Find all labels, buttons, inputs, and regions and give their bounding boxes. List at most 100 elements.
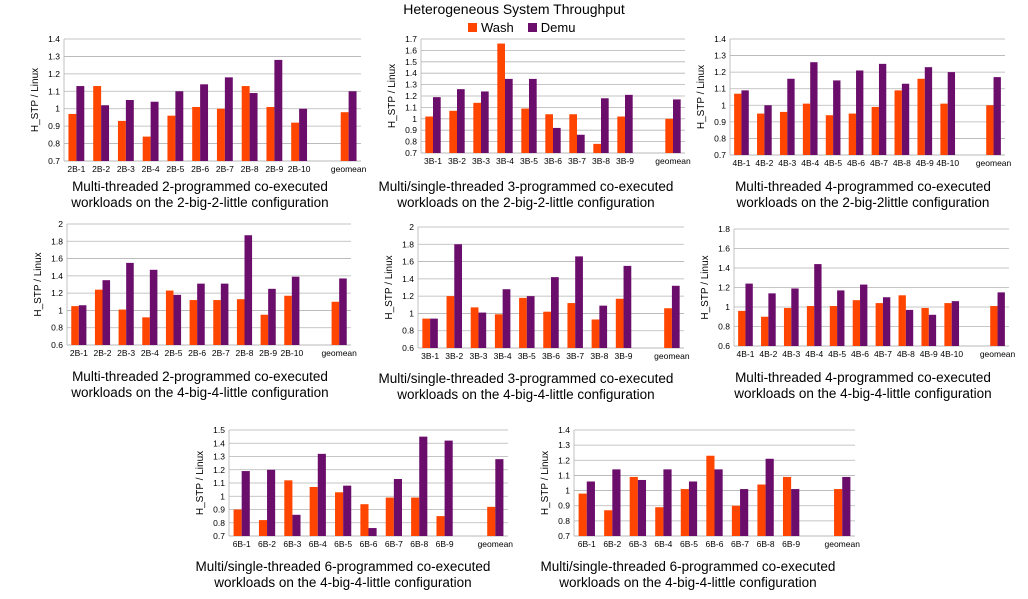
plot-area-1: 0.7 0.8 0.9 1 1.1 1.2 1.3 1.4 H_STP / Linux 2B-1 2… xyxy=(30,34,367,174)
bar-demu-6B-4 xyxy=(663,469,672,536)
chart-caption-6: Multi-threaded 4-programmed co-executed … xyxy=(734,370,992,401)
bar-wash-2B-8 xyxy=(236,299,245,345)
y-tick-label: 1.2 xyxy=(714,67,726,77)
y-axis-label: H_STP / Linux xyxy=(540,451,551,515)
x-tick-label: 6B-8 xyxy=(757,539,775,549)
bar-wash-2B-3 xyxy=(117,120,126,161)
bar-demu-2B-9 xyxy=(268,288,276,345)
y-tick-label: 1.2 xyxy=(558,455,570,465)
y-tick-label: 1.8 xyxy=(718,224,730,234)
chart-caption-7: Multi/single-threaded 6-programmed co-ex… xyxy=(195,559,491,590)
bar-demu-3B-8 xyxy=(599,305,608,348)
bar-wash-3B-9 xyxy=(617,116,625,153)
bar-demu-6B-9 xyxy=(444,440,453,536)
bar-wash-2B-1 xyxy=(71,306,79,345)
bar-wash-2B-6 xyxy=(192,106,201,161)
bar-wash-geomean xyxy=(665,118,673,153)
x-tick-label: 2B-1 xyxy=(70,348,88,358)
x-tick-label: 3B-7 xyxy=(568,156,586,166)
bar-demu-6B-8 xyxy=(419,436,428,536)
bar-wash-3B-5 xyxy=(521,108,529,153)
bar-wash-6B-4 xyxy=(309,486,318,536)
plot-area-8: 0.7 0.8 0.9 1 1.1 1.2 1.3 1.4 H_STP / Linux 6B-1 6… xyxy=(540,425,860,549)
y-tick-label: 0.8 xyxy=(402,326,414,336)
bar-wash-2B-5 xyxy=(165,290,174,345)
x-tick-label: 3B-4 xyxy=(496,156,514,166)
bar-wash-6B-7 xyxy=(731,505,741,536)
bar-demu-2B-8 xyxy=(244,235,253,345)
bar-wash-3B-9 xyxy=(615,298,624,348)
x-tick-label: 6B-5 xyxy=(680,539,698,549)
bar-wash-2B-10 xyxy=(291,122,300,161)
bar-wash-geomean xyxy=(834,489,843,536)
x-tick-label: 6B-1 xyxy=(578,539,596,549)
x-tick-label: 3B-5 xyxy=(518,351,536,361)
y-tick-label: 0.8 xyxy=(718,322,730,332)
bar-wash-4B-8 xyxy=(898,295,906,346)
y-tick-label: 1.4 xyxy=(405,68,417,78)
bar-wash-2B-10 xyxy=(284,295,292,345)
x-tick-label: 2B-8 xyxy=(236,348,254,358)
bar-wash-3B-7 xyxy=(567,303,576,348)
bar-demu-geomean xyxy=(842,476,851,536)
y-tick-label: 0.8 xyxy=(714,133,726,143)
bar-demu-4B-5 xyxy=(837,290,845,346)
x-tick-label: 4B-4 xyxy=(801,158,819,168)
bar-wash-6B-4 xyxy=(655,507,664,536)
bar-demu-3B-5 xyxy=(526,296,535,348)
bar-demu-2B-7 xyxy=(224,77,233,161)
y-tick-label: 1.1 xyxy=(48,86,60,96)
bar-wash-geomean xyxy=(990,306,998,346)
bar-wash-4B-2 xyxy=(757,113,765,155)
x-tick-label: 2B-8 xyxy=(241,164,259,174)
legend-item-wash: Wash xyxy=(468,20,514,35)
bar-demu-4B-6 xyxy=(856,70,864,155)
bar-demu-6B-9 xyxy=(791,489,800,536)
bar-demu-6B-2 xyxy=(267,469,276,536)
y-tick-label: 0.9 xyxy=(405,125,417,135)
bar-wash-6B-8 xyxy=(757,484,766,536)
bar-wash-geomean xyxy=(331,301,340,345)
y-tick-label: 1 xyxy=(220,491,225,501)
bar-demu-geomean xyxy=(339,278,347,345)
x-tick-label: 4B-7 xyxy=(874,349,892,359)
bar-demu-3B-9 xyxy=(625,94,633,153)
y-tick-label: 0.9 xyxy=(714,117,726,127)
y-tick-label: 1.3 xyxy=(558,440,570,450)
bar-demu-3B-5 xyxy=(529,78,537,153)
bar-demu-4B-9 xyxy=(924,67,933,155)
y-tick-label: 1 xyxy=(725,302,730,312)
bar-wash-2B-5 xyxy=(167,115,176,161)
y-tick-label: 1.8 xyxy=(51,236,63,246)
x-tick-label: geomean xyxy=(478,539,514,549)
bar-wash-4B-5 xyxy=(829,306,838,346)
x-tick-label: 3B-5 xyxy=(520,156,538,166)
y-tick-label: 1.4 xyxy=(48,34,60,44)
x-tick-label: 4B-6 xyxy=(847,158,865,168)
bar-demu-4B-1 xyxy=(741,90,749,155)
x-tick-label: geomean xyxy=(980,349,1016,359)
x-tick-label: 4B-4 xyxy=(805,349,823,359)
legend-swatch-wash xyxy=(468,22,477,32)
bar-demu-2B-1 xyxy=(78,305,87,345)
bar-demu-geomean xyxy=(348,91,357,161)
chart-caption-4: Multi-threaded 2-programmed co-executed … xyxy=(71,369,329,400)
y-tick-label: 1.2 xyxy=(213,465,225,475)
legend-label-wash: Wash xyxy=(481,19,514,35)
bar-wash-6B-1 xyxy=(233,509,242,536)
x-tick-label: 2B-4 xyxy=(141,348,159,358)
y-tick-label: 1.4 xyxy=(402,274,414,284)
bar-wash-2B-9 xyxy=(260,314,269,345)
x-tick-label: 6B-9 xyxy=(782,539,800,549)
bar-demu-3B-2 xyxy=(454,244,463,348)
x-tick-label: 2B-3 xyxy=(117,164,135,174)
y-tick-label: 1.3 xyxy=(213,452,225,462)
y-tick-label: 1.7 xyxy=(405,34,417,44)
bar-demu-3B-4 xyxy=(502,289,511,348)
bar-wash-4B-3 xyxy=(779,111,788,155)
y-tick-label: 1.3 xyxy=(714,51,726,61)
bar-wash-4B-10 xyxy=(944,303,952,346)
